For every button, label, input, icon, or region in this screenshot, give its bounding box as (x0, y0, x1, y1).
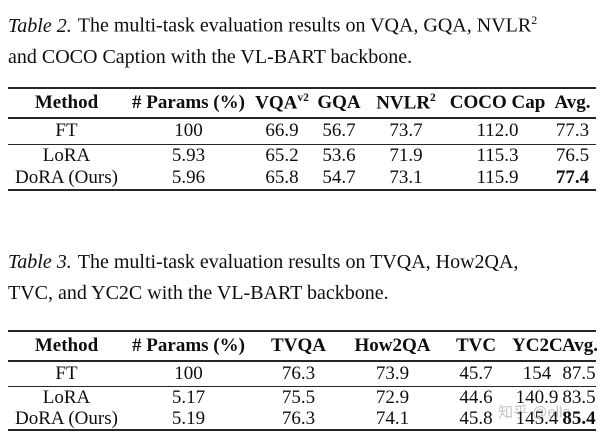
yc2c-cell: 140.9 (515, 386, 559, 408)
tvqa-cell: 76.3 (252, 361, 345, 387)
table2-header-nvlr-text: NVLR (376, 92, 431, 114)
table3-header-tvc: TVC (440, 331, 512, 362)
table3-caption-label: Table 3. (8, 251, 72, 273)
table3-header-yc2c: YC2C (512, 331, 563, 362)
method-cell: LoRA (42, 386, 91, 408)
method-cell: FT (8, 118, 125, 145)
vqa-cell: 66.9 (252, 118, 312, 145)
gqa-cell: 53.6 (322, 144, 356, 166)
params-cell: 100 (125, 118, 252, 145)
table2-row-ft: FT 100 66.9 56.7 73.7 112.0 77.3 (8, 118, 596, 145)
table3: Method # Params (%) TVQA How2QA TVC YC2C… (8, 330, 598, 431)
tvqa-cell: 75.5 (281, 386, 316, 408)
coco-cell: 115.3 (476, 144, 519, 166)
zhihu-watermark: 知乎 @ello (498, 404, 571, 421)
avg-cell: 77.3 (549, 118, 596, 145)
table3-header-tvqa: TVQA (252, 331, 345, 362)
method-cell: LoRA (42, 144, 91, 166)
yc2c-cell: 154 (512, 361, 562, 387)
yc2c-cell: 145.4 (515, 408, 559, 430)
how2qa-cell: 74.1 (375, 408, 410, 430)
table2: Method # Params (%) VQAv2 GQA NVLR2 COCO… (8, 87, 596, 191)
table2-caption-line2: and COCO Caption with the VL-BART backbo… (8, 45, 413, 68)
table3-caption: Table 3. The multi-task evaluation result… (8, 247, 518, 309)
how2qa-cell: 73.9 (345, 361, 440, 387)
table3-header-row: Method # Params (%) TVQA How2QA TVC YC2C… (8, 331, 598, 362)
table2-header-params: # Params (%) (125, 88, 252, 119)
avg-cell-best: 77.4 (555, 167, 590, 189)
table2-caption-line1: Table 2. The multi-task evaluation result… (8, 5, 537, 42)
params-cell: 5.17 (171, 386, 206, 408)
tvc-cell: 45.7 (440, 361, 512, 387)
table2-header-row: Method # Params (%) VQAv2 GQA NVLR2 COCO… (8, 88, 596, 119)
tvc-cell: 44.6 (459, 386, 493, 408)
table3-header-avg: Avg. (562, 331, 598, 362)
table2-header-avg: Avg. (549, 88, 596, 119)
method-cell: FT (8, 361, 125, 387)
table2-header-vqa-text: VQA (255, 92, 298, 114)
avg-cell: 76.5 (555, 144, 590, 166)
table3-caption-line2: TVC, and YC2C with the VL-BART backbone. (8, 282, 389, 304)
avg-cell: 87.5 (562, 361, 596, 387)
table3-caption-text: The multi-task evaluation results on TVQ… (77, 251, 519, 273)
table3-row-dora: DoRA (Ours) 5.19 76.3 74.1 45.8 145.4 85… (8, 409, 596, 430)
table2-row-dora: DoRA (Ours) 5.96 65.8 54.7 73.1 115.9 77… (8, 167, 596, 190)
params-cell: 5.96 (171, 167, 206, 189)
table2-caption-label: Table 2. (8, 14, 72, 37)
table2-row-lora: LoRA 5.93 65.2 53.6 71.9 115.3 76.5 (8, 144, 596, 167)
table2-header-gqa: GQA (312, 88, 366, 119)
table3-header-how2qa: How2QA (345, 331, 440, 362)
table2-header-nvlr: NVLR2 (366, 88, 446, 119)
table2-header-vqa-superscript: v2 (297, 92, 309, 105)
how2qa-cell: 72.9 (375, 386, 410, 408)
tvc-cell: 45.8 (459, 408, 493, 430)
table3-row-ft: FT 100 76.3 73.9 45.7 154 87.5 (8, 361, 596, 387)
table2-caption: Table 2. The multi-task evaluation result… (8, 5, 537, 73)
table2-header-vqa: VQAv2 (252, 88, 312, 119)
table2-header-nvlr-superscript: 2 (430, 92, 436, 105)
gqa-cell: 54.7 (322, 167, 356, 189)
table3-caption-line1: Table 3. The multi-task evaluation result… (8, 247, 518, 278)
avg-cell-best: 85.4 (562, 408, 596, 430)
params-cell: 5.93 (171, 144, 206, 166)
table2-caption-superscript: 2 (531, 13, 538, 27)
avg-cell: 83.5 (562, 386, 596, 408)
table3-row-lora: LoRA 5.17 75.5 72.9 44.6 140.9 83.5 (8, 386, 596, 409)
nvlr-cell: 73.7 (366, 118, 446, 145)
method-cell: DoRA (Ours) (15, 167, 118, 189)
nvlr-cell: 71.9 (389, 144, 423, 166)
gqa-cell: 56.7 (312, 118, 366, 145)
table3-header-method: Method (8, 331, 125, 362)
table2-header-method: Method (8, 88, 125, 119)
table3-header-params: # Params (%) (125, 331, 252, 362)
tvqa-cell: 76.3 (281, 408, 316, 430)
params-cell: 100 (125, 361, 252, 387)
params-cell: 5.19 (171, 408, 206, 430)
vqa-cell: 65.2 (265, 144, 299, 166)
table2-header-coco: COCO Cap (446, 88, 549, 119)
vqa-cell: 65.8 (265, 167, 299, 189)
coco-cell: 112.0 (446, 118, 549, 145)
coco-cell: 115.9 (476, 167, 519, 189)
method-cell: DoRA (Ours) (15, 408, 118, 430)
nvlr-cell: 73.1 (389, 167, 423, 189)
table2-caption-text: The multi-task evaluation results on VQA… (77, 14, 532, 37)
